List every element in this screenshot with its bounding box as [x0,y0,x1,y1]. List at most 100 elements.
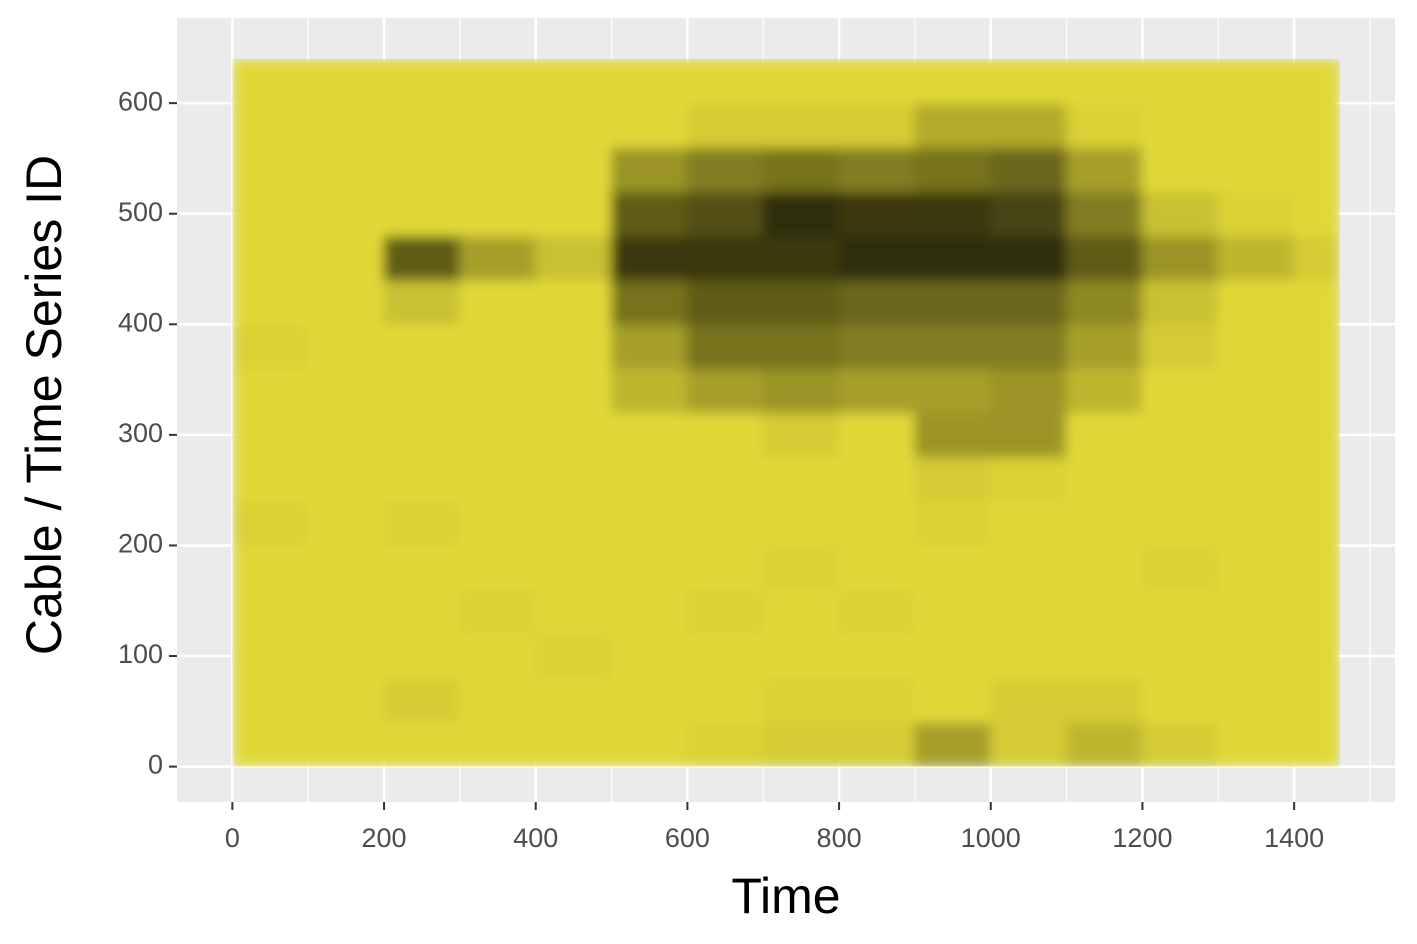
heatmap-cell [611,500,688,546]
heatmap-cell [383,456,461,502]
heatmap-cell [990,544,1068,591]
heatmap-cell [611,633,688,679]
heatmap-cell [232,633,309,679]
heatmap-cell [838,721,916,767]
y-tick-label: 400 [118,307,163,337]
heatmap-cell [535,721,613,767]
heatmap-cell [762,589,840,635]
heatmap-cell [762,412,840,458]
y-tick-label: 600 [118,86,163,116]
heatmap-cell [1141,58,1219,104]
heatmap-cell [535,323,613,370]
heatmap-cell [838,323,916,370]
heatmap-cell [990,633,1068,679]
heatmap-cell [535,456,613,502]
heatmap-cell [383,412,461,458]
heatmap-cell [1066,500,1143,546]
heatmap-cell [1141,102,1219,148]
heatmap-cell [459,544,537,591]
heatmap-cell [686,58,764,104]
heatmap-cell [914,589,992,635]
heatmap-cell [1293,500,1340,546]
heatmap-cell [914,279,992,325]
heatmap [232,58,1340,767]
heatmap-cell [838,412,916,458]
heatmap-cell [762,235,840,281]
heatmap-cell [232,368,309,414]
heatmap-cell [838,500,916,546]
heatmap-cell [838,235,916,281]
heatmap-cell [1293,456,1340,502]
heatmap-cell [914,323,992,370]
heatmap-cell [686,368,764,414]
heatmap-cell [611,677,688,723]
heatmap-cell [1066,677,1143,723]
heatmap-cell [611,323,688,370]
heatmap-cell [990,412,1068,458]
heatmap-cell [686,146,764,193]
heatmap-cell [383,721,461,767]
heatmap-cell [1141,677,1219,723]
x-tick-label: 1200 [1112,823,1172,853]
x-tick-label: 1400 [1264,823,1324,853]
heatmap-cell [762,721,840,767]
heatmap-cell [611,544,688,591]
heatmap-cell [914,368,992,414]
heatmap-cell [459,633,537,679]
heatmap-cell [1141,633,1219,679]
y-tick-label: 100 [118,639,163,669]
heatmap-cell [1217,146,1295,193]
x-tick-label: 1000 [961,823,1021,853]
heatmap-cell [1293,279,1340,325]
heatmap-cell [914,721,992,767]
heatmap-cell [838,633,916,679]
heatmap-cell [914,235,992,281]
heatmap-cell [1217,677,1295,723]
heatmap-cell [611,102,688,148]
heatmap-cell [1217,58,1295,104]
heatmap-cell [383,633,461,679]
heatmap-cell [1293,102,1340,148]
heatmap-cell [535,412,613,458]
heatmap-cell [1141,500,1219,546]
heatmap-cell [232,58,309,104]
heatmap-cell [762,191,840,237]
heatmap-cell [535,102,613,148]
heatmap-cell [686,279,764,325]
heatmap-cell [990,500,1068,546]
heatmap-cell [1066,589,1143,635]
heatmap-cell [762,368,840,414]
heatmap-cell [914,412,992,458]
heatmap-cell [307,456,385,502]
heatmap-cell [914,633,992,679]
heatmap-cell [1217,633,1295,679]
heatmap-cell [762,279,840,325]
heatmap-cell [1293,235,1340,281]
heatmap-cell [232,412,309,458]
heatmap-cell [914,500,992,546]
heatmap-cell [838,368,916,414]
heatmap-cell [307,58,385,104]
heatmap-cell [459,58,537,104]
heatmap-cell [383,500,461,546]
heatmap-cell [307,146,385,193]
heatmap-cell [232,102,309,148]
heatmap-cell [990,323,1068,370]
heatmap-cell [383,544,461,591]
x-tick-label: 800 [817,823,862,853]
heatmap-cell [762,58,840,104]
heatmap-cell [1141,412,1219,458]
heatmap-cell [686,544,764,591]
heatmap-cell [459,146,537,193]
heatmap-cell [535,500,613,546]
heatmap-cell [1066,323,1143,370]
heatmap-cell [1066,58,1143,104]
heatmap-cell [611,146,688,193]
heatmap-cell [1217,102,1295,148]
heatmap-cell [1217,412,1295,458]
heatmap-cell [990,721,1068,767]
heatmap-cell [307,368,385,414]
heatmap-cell [307,500,385,546]
heatmap-cell [1293,633,1340,679]
heatmap-cell [611,58,688,104]
